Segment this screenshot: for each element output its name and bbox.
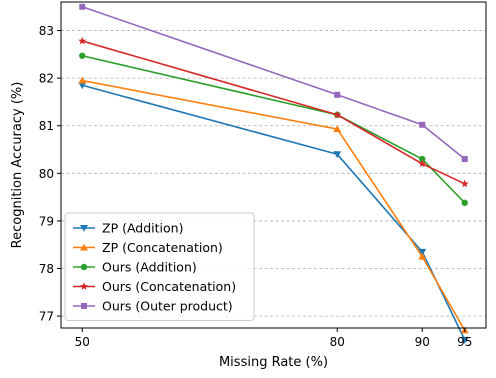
data-point — [418, 248, 427, 256]
legend-label: ZP (Concatenation) — [102, 240, 223, 255]
data-point — [79, 3, 86, 10]
series-lines — [78, 3, 469, 344]
data-point — [78, 82, 87, 90]
y-axis-title: Recognition Accuracy (%) — [10, 82, 25, 249]
x-axis-title: Missing Rate (%) — [219, 355, 328, 370]
legend-label: Ours (Concatenation) — [102, 279, 236, 294]
data-point — [418, 252, 427, 260]
data-point — [461, 156, 468, 163]
data-point — [78, 76, 87, 84]
data-point — [333, 110, 342, 119]
x-tick-label: 50 — [75, 335, 90, 349]
legend-label: Ours (Addition) — [102, 260, 197, 275]
legend-item: Ours (Concatenation) — [73, 279, 236, 294]
grid — [61, 30, 486, 317]
legend-item: ZP (Concatenation) — [73, 240, 223, 255]
legend-box — [64, 212, 255, 321]
data-point — [460, 179, 469, 188]
legend-swatch-marker — [80, 243, 88, 251]
series-2 — [78, 76, 469, 334]
data-point — [334, 91, 341, 98]
series-line — [82, 55, 466, 204]
data-point — [461, 199, 468, 207]
x-tick-label: 95 — [457, 335, 472, 349]
data-point — [79, 52, 86, 59]
y-tick-label: 78 — [39, 262, 54, 276]
y-tick-label: 80 — [39, 167, 54, 181]
data-point — [419, 155, 426, 163]
series-5 — [79, 3, 468, 163]
y-tick-label: 83 — [39, 24, 54, 38]
series-1 — [78, 82, 469, 344]
y-tick-label: 79 — [39, 214, 54, 228]
data-point — [78, 36, 87, 45]
data-point — [333, 151, 342, 159]
legend-item: Ours (Outer product) — [73, 299, 233, 314]
legend-item: ZP (Addition) — [73, 221, 183, 236]
y-tick-label: 77 — [39, 310, 54, 324]
data-point — [333, 125, 342, 133]
data-point — [460, 336, 469, 344]
series-line — [81, 6, 466, 160]
legend-label: Ours (Outer product) — [102, 299, 233, 314]
x-tick-label: 80 — [330, 335, 345, 349]
series-line — [82, 84, 466, 341]
series-4 — [78, 36, 469, 188]
y-tick-label: 82 — [39, 72, 54, 86]
y-tick-label: 81 — [39, 119, 54, 133]
axis-ticks: 77 78 79 80 81 82 83 50 80 90 95 — [39, 24, 473, 349]
legend-swatch-marker — [80, 282, 88, 290]
legend-label: ZP (Addition) — [102, 221, 183, 236]
legend-swatch-marker — [81, 303, 87, 309]
series-line — [82, 40, 466, 185]
data-point — [419, 121, 426, 128]
data-point — [418, 159, 427, 168]
legend-item: Ours (Addition) — [73, 260, 197, 275]
legend: ZP (Addition) ZP (Concatenation) Ours (Add… — [64, 212, 255, 321]
legend-swatch-marker — [80, 263, 88, 271]
series-3 — [79, 52, 468, 207]
x-tick-label: 90 — [415, 335, 430, 349]
plot-frame — [60, 1, 487, 329]
legend-swatch-marker — [80, 225, 88, 232]
series-line — [82, 79, 466, 331]
